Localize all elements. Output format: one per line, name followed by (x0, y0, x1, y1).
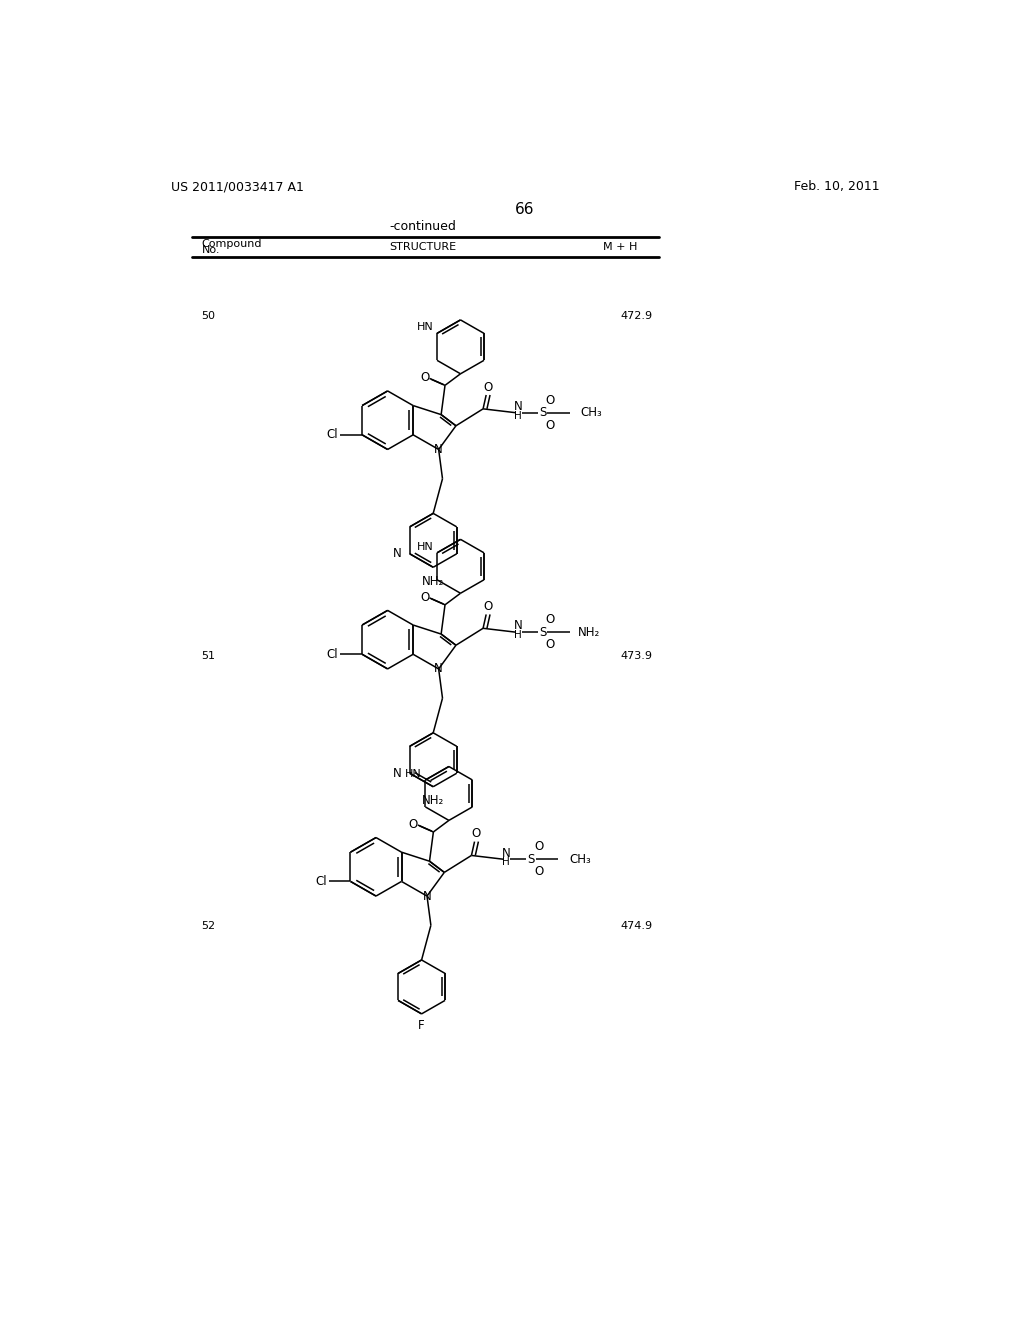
Text: F: F (418, 1019, 425, 1032)
Text: O: O (471, 828, 480, 841)
Text: -continued: -continued (389, 220, 456, 234)
Text: O: O (420, 371, 429, 384)
Text: STRUCTURE: STRUCTURE (389, 242, 456, 252)
Text: M + H: M + H (603, 242, 637, 252)
Text: CH₃: CH₃ (581, 407, 602, 420)
Text: Cl: Cl (327, 648, 339, 661)
Text: O: O (483, 601, 493, 614)
Text: H: H (514, 411, 522, 421)
Text: S: S (539, 626, 547, 639)
Text: Compound: Compound (202, 239, 262, 248)
Text: NH₂: NH₂ (422, 574, 444, 587)
Text: US 2011/0033417 A1: US 2011/0033417 A1 (171, 181, 303, 193)
Text: HN: HN (417, 322, 433, 333)
Text: O: O (535, 841, 544, 854)
Text: O: O (546, 614, 555, 626)
Text: O: O (546, 638, 555, 651)
Text: 50: 50 (202, 312, 216, 321)
Text: N: N (514, 619, 522, 632)
Text: Cl: Cl (315, 875, 327, 888)
Text: O: O (420, 590, 429, 603)
Text: 51: 51 (202, 652, 216, 661)
Text: HN: HN (404, 768, 422, 779)
Text: N: N (423, 890, 431, 903)
Text: No.: No. (202, 246, 220, 255)
Text: 474.9: 474.9 (621, 921, 652, 931)
Text: O: O (483, 380, 493, 393)
Text: CH₃: CH₃ (569, 853, 591, 866)
Text: O: O (409, 818, 418, 830)
Text: O: O (546, 418, 555, 432)
Text: N: N (393, 767, 402, 780)
Text: O: O (535, 865, 544, 878)
Text: HN: HN (417, 541, 433, 552)
Text: N: N (434, 663, 443, 676)
Text: N: N (434, 444, 443, 455)
Text: 473.9: 473.9 (621, 652, 652, 661)
Text: NH₂: NH₂ (578, 626, 600, 639)
Text: S: S (527, 853, 535, 866)
Text: O: O (546, 393, 555, 407)
Text: H: H (514, 630, 522, 640)
Text: N: N (514, 400, 522, 413)
Text: H: H (503, 858, 510, 867)
Text: S: S (539, 407, 547, 420)
Text: Feb. 10, 2011: Feb. 10, 2011 (795, 181, 880, 193)
Text: N: N (502, 846, 511, 859)
Text: N: N (393, 548, 402, 560)
Text: NH₂: NH₂ (422, 795, 444, 807)
Text: 52: 52 (202, 921, 216, 931)
Text: 66: 66 (515, 202, 535, 216)
Text: Cl: Cl (327, 428, 339, 441)
Text: 472.9: 472.9 (621, 312, 652, 321)
